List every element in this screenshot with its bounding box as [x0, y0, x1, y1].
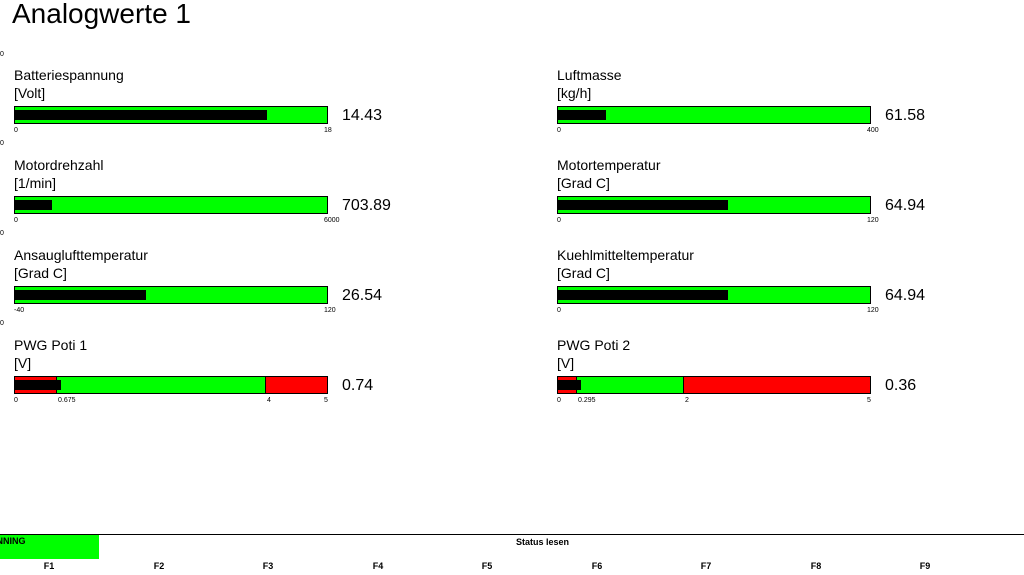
gauge-name: PWG Poti 2	[557, 337, 631, 353]
gauge-indicator	[558, 380, 581, 390]
gauge-motordrehzahl: Motordrehzahl [1/min] 703.89 0 6000	[14, 157, 414, 237]
gauge-ok-zone	[15, 197, 327, 213]
gauge-tick-label: 4	[267, 397, 271, 404]
gauge-bar	[557, 376, 871, 394]
gauge-pwg-poti-2: PWG Poti 2 [V] 0.36 0 0.295 2 5	[557, 337, 957, 417]
gauge-unit: [Volt]	[14, 85, 46, 101]
gauge-unit: [Grad C]	[557, 175, 610, 191]
margin-tick: 0	[0, 230, 4, 237]
function-key-f4[interactable]: F4	[372, 561, 384, 571]
gauge-unit: [V]	[557, 355, 575, 371]
gauge-unit: [Grad C]	[557, 265, 610, 281]
gauge-tick-label: 0	[557, 217, 561, 224]
gauge-tick-label: 0	[14, 127, 18, 134]
gauge-tick-label: 0.675	[58, 397, 76, 404]
gauge-batteriespannung: Batteriespannung [Volt] 14.43 0 18	[14, 67, 414, 147]
function-key-f2[interactable]: F2	[153, 561, 165, 571]
status-bar-divider	[0, 534, 1024, 535]
function-key-f6[interactable]: F6	[591, 561, 603, 571]
gauge-indicator	[558, 290, 728, 300]
function-key-f7[interactable]: F7	[700, 561, 712, 571]
gauge-name: PWG Poti 1	[14, 337, 88, 353]
margin-tick: 0	[0, 140, 4, 147]
gauge-value: 64.94	[885, 197, 926, 214]
function-key-f9[interactable]: F9	[919, 561, 931, 571]
gauge-tick-label: 120	[867, 217, 879, 224]
gauge-bar	[14, 196, 328, 214]
gauge-tick-label: 5	[867, 397, 871, 404]
gauge-tick-label: 2	[685, 397, 689, 404]
gauge-zone-boundary	[265, 377, 266, 393]
gauge-ok-zone	[57, 377, 266, 393]
gauge-ok-zone	[558, 107, 870, 123]
gauge-bar	[557, 196, 871, 214]
running-label: UNNING	[0, 536, 26, 546]
gauge-tick-label: 5	[324, 397, 328, 404]
status-text: Status lesen	[516, 537, 570, 547]
page-title: Analogwerte 1	[12, 0, 192, 29]
gauge-high-zone	[684, 377, 870, 393]
gauge-bar	[14, 286, 328, 304]
gauge-tick-label: 0	[557, 307, 561, 314]
gauge-zone-boundary	[683, 377, 684, 393]
function-key-f1[interactable]: F1	[43, 561, 55, 571]
gauge-bar	[14, 106, 328, 124]
gauge-bar	[557, 106, 871, 124]
function-key-f3[interactable]: F3	[262, 561, 274, 571]
gauge-unit: [1/min]	[14, 175, 57, 191]
margin-tick: 0	[0, 51, 4, 58]
gauge-value: 0.74	[342, 377, 374, 394]
gauge-indicator	[15, 290, 146, 300]
gauge-ok-zone	[577, 377, 684, 393]
gauge-kuehlmittel: Kuehlmitteltemperatur [Grad C] 64.94 0 120	[557, 247, 957, 327]
gauge-tick-label: 0	[557, 397, 561, 404]
gauge-bar	[14, 376, 328, 394]
gauge-tick-label: 120	[324, 307, 336, 314]
gauge-luftmasse: Luftmasse [kg/h] 61.58 0 400	[557, 67, 957, 147]
gauge-unit: [Grad C]	[14, 265, 67, 281]
gauge-bar	[557, 286, 871, 304]
gauge-name: Batteriespannung	[14, 67, 124, 83]
gauge-motortemperatur: Motortemperatur [Grad C] 64.94 0 120	[557, 157, 957, 237]
gauge-value: 61.58	[885, 107, 926, 124]
gauge-indicator	[558, 200, 728, 210]
gauge-value: 64.94	[885, 287, 926, 304]
gauge-name: Luftmasse	[557, 67, 622, 83]
gauge-indicator	[15, 110, 267, 120]
gauge-tick-label: 0	[14, 397, 18, 404]
gauge-name: Motordrehzahl	[14, 157, 104, 173]
function-key-f8[interactable]: F8	[810, 561, 822, 571]
gauge-name: Kuehlmitteltemperatur	[557, 247, 694, 263]
gauge-pwg-poti-1: PWG Poti 1 [V] 0.74 0 0.675 4 5	[14, 337, 414, 417]
gauge-ansaugluft: Ansauglufttemperatur [Grad C] 26.54 -40 120	[14, 247, 414, 327]
gauge-tick-label: -40	[14, 307, 25, 314]
gauge-indicator	[15, 380, 61, 390]
gauge-tick-label: 0	[14, 217, 18, 224]
running-indicator: UNNING	[0, 535, 99, 559]
gauge-high-zone	[266, 377, 327, 393]
gauge-name: Motortemperatur	[557, 157, 661, 173]
gauge-value: 703.89	[342, 197, 391, 214]
gauge-unit: [kg/h]	[557, 85, 592, 101]
gauge-tick-label: 6000	[324, 217, 340, 224]
gauge-tick-label: 400	[867, 127, 879, 134]
function-key-f5[interactable]: F5	[481, 561, 493, 571]
gauge-value: 14.43	[342, 107, 383, 124]
gauge-tick-label: 0.295	[578, 397, 596, 404]
gauge-tick-label: 120	[867, 307, 879, 314]
gauge-unit: [V]	[14, 355, 32, 371]
gauge-tick-label: 0	[557, 127, 561, 134]
margin-tick: 0	[0, 320, 4, 327]
gauge-name: Ansauglufttemperatur	[14, 247, 148, 263]
gauge-value: 0.36	[885, 377, 917, 394]
gauge-value: 26.54	[342, 287, 383, 304]
gauge-indicator	[558, 110, 606, 120]
gauge-tick-label: 18	[324, 127, 332, 134]
gauge-indicator	[15, 200, 52, 210]
